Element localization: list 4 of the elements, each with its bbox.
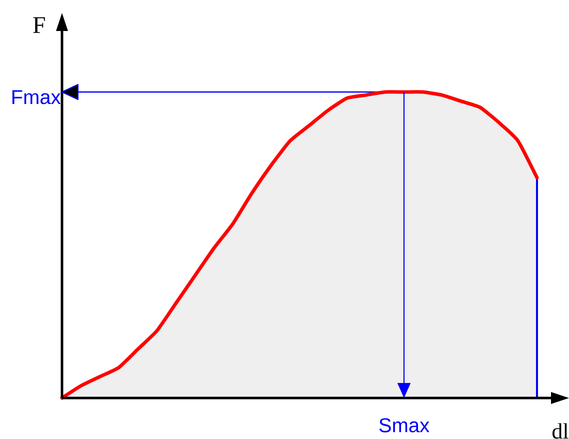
text: Smax: [379, 418, 430, 432]
ref-line-label: Fmax: [12, 90, 61, 104]
x-axis-title: dl: [552, 423, 568, 439]
y-axis-title: F: [33, 17, 45, 33]
